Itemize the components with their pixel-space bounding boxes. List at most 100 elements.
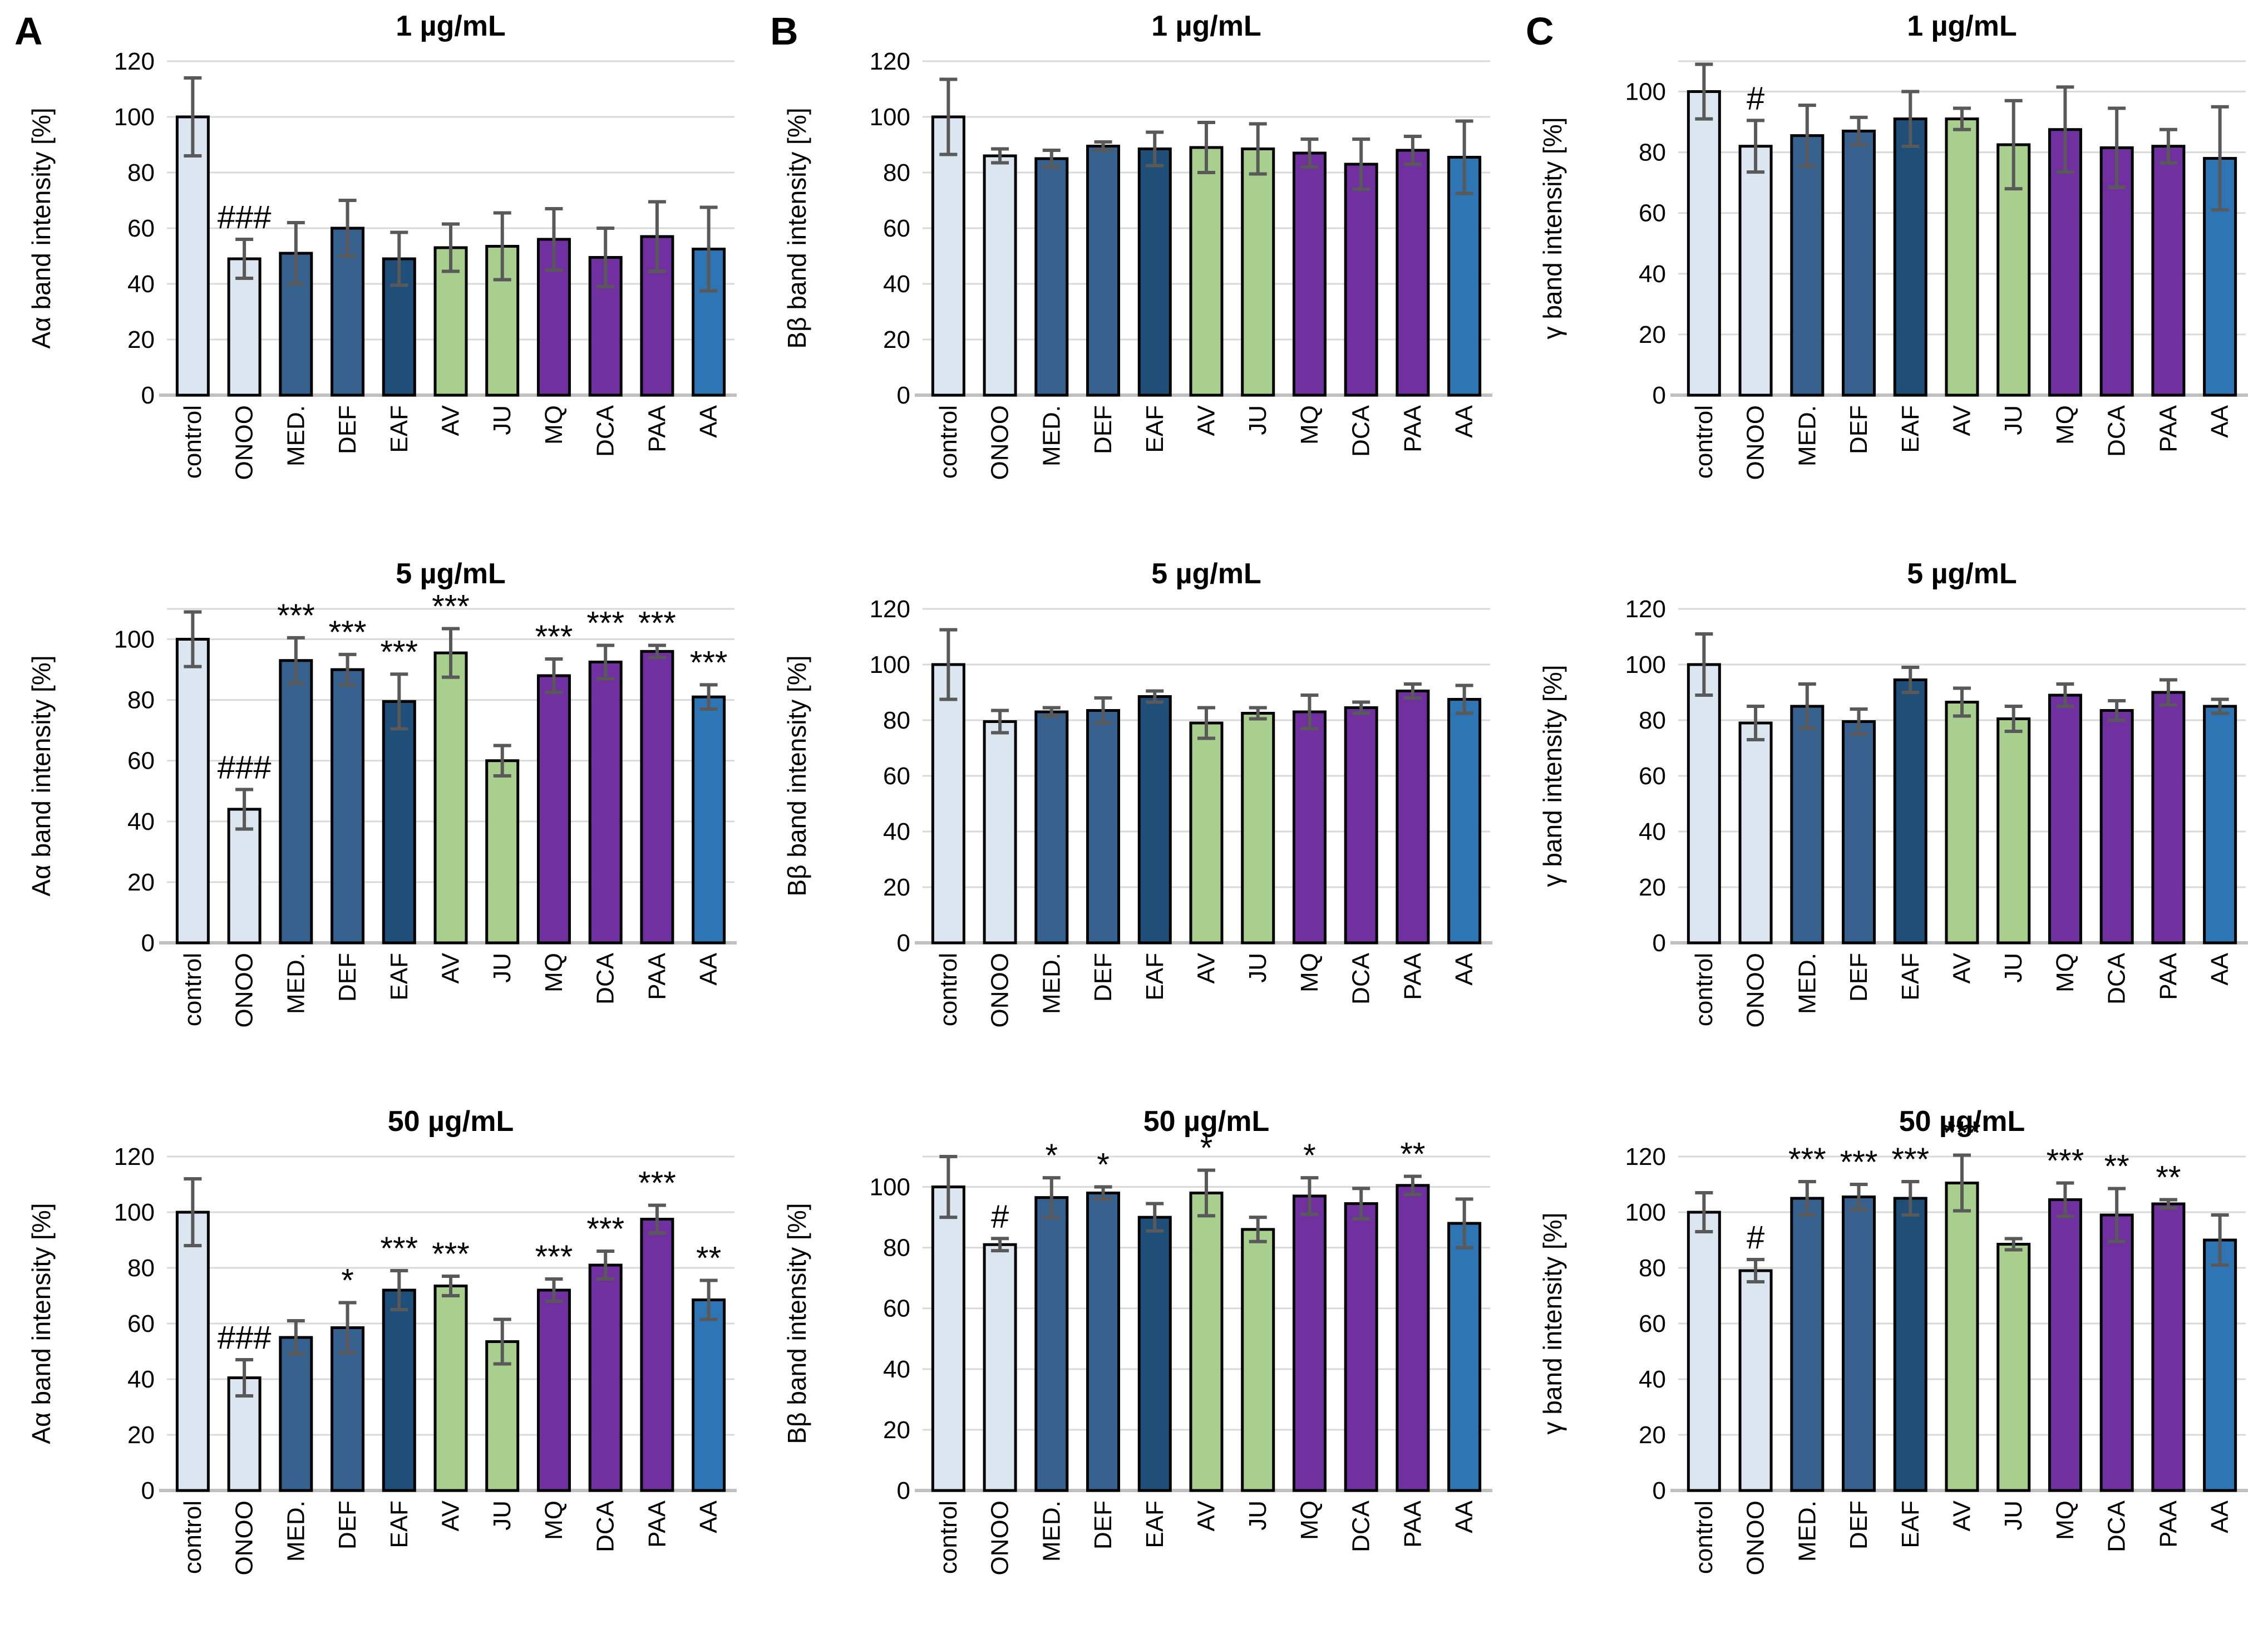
error-bar-MQ xyxy=(545,1277,563,1303)
error-bar-AV xyxy=(1197,121,1215,174)
bar-MQ xyxy=(1292,1194,1327,1492)
bar-MED. xyxy=(1790,134,1825,397)
sig-label-DEF: *** xyxy=(1840,1144,1878,1180)
sig-label-PAA: *** xyxy=(638,605,676,641)
x-tick-label-AA: AA xyxy=(2206,1500,2234,1533)
bar-JU xyxy=(1241,1228,1275,1492)
chart-title: 50 µg/mL xyxy=(1143,1105,1269,1138)
error-bar-AV xyxy=(1953,106,1971,131)
x-tick-label-EAF: EAF xyxy=(1897,405,1924,453)
error-bar-AV xyxy=(442,627,460,679)
x-tick-label-JU: JU xyxy=(489,405,516,435)
y-tick-label: 0 xyxy=(897,1477,910,1504)
error-bar-control xyxy=(184,76,202,158)
error-bar-ONOO xyxy=(1747,705,1765,741)
bar-MED. xyxy=(1790,705,1825,945)
x-tick-label-control: control xyxy=(935,405,962,479)
error-bar-MQ xyxy=(545,657,563,694)
x-tick-label-ONOO: ONOO xyxy=(1742,405,1769,480)
x-tick-label-DEF: DEF xyxy=(1845,1501,1872,1549)
error-bar-MED. xyxy=(1042,149,1061,169)
bar-ONOO xyxy=(983,1243,1017,1492)
error-bar-ONOO xyxy=(991,1237,1009,1253)
error-bar-ONOO xyxy=(235,1358,254,1398)
x-tick-label-DEF: DEF xyxy=(1089,405,1117,454)
x-tick-label-DEF: DEF xyxy=(1845,405,1872,454)
error-bar-DCA xyxy=(1352,700,1370,715)
x-tick-label-JU: JU xyxy=(1244,953,1271,983)
y-tick-label: 120 xyxy=(870,48,910,75)
x-tick-label-DCA: DCA xyxy=(592,405,619,457)
y-tick-label: 60 xyxy=(127,1310,155,1337)
bar-control xyxy=(1687,90,1721,397)
bar-DEF xyxy=(331,668,365,945)
error-bar-MQ xyxy=(1300,137,1319,169)
y-tick-label: 0 xyxy=(1653,1477,1666,1504)
bar-MED. xyxy=(279,659,313,945)
y-tick-label: 60 xyxy=(1639,763,1666,790)
error-bar-ONOO xyxy=(235,788,254,831)
error-bar-DEF xyxy=(1094,1185,1112,1201)
sig-label-MQ: *** xyxy=(535,1239,573,1275)
chart-panel-A2: ### *** *** *** *** *** *** *** *** 0 20 40 60 80 100 c… xyxy=(0,548,756,1095)
error-bar-MQ xyxy=(2056,85,2074,174)
bar-MQ xyxy=(2048,1198,2082,1492)
sig-label-ONOO: # xyxy=(1747,80,1764,116)
x-tick-label-MQ: MQ xyxy=(540,953,568,992)
y-tick-label: 20 xyxy=(1639,1421,1666,1449)
x-tick-label-ONOO: ONOO xyxy=(231,953,258,1027)
y-tick-label: 80 xyxy=(1639,139,1666,166)
error-bar-AV xyxy=(1197,1168,1215,1218)
sig-label-ONOO: # xyxy=(991,1198,1009,1234)
bar-DCA xyxy=(588,1263,623,1492)
x-tick-label-MQ: MQ xyxy=(1296,953,1323,992)
x-tick-label-DEF: DEF xyxy=(334,1501,361,1549)
error-bar-control xyxy=(184,1177,202,1247)
bar-DCA xyxy=(2099,146,2134,397)
y-tick-label: 0 xyxy=(141,1477,155,1504)
error-bar-AA xyxy=(699,205,718,293)
y-tick-label: 60 xyxy=(1639,1310,1666,1337)
bar-ONOO xyxy=(983,154,1017,397)
bar-PAA xyxy=(640,650,674,945)
bar-EAF xyxy=(1137,695,1172,945)
y-tick-label: 80 xyxy=(1639,1255,1666,1282)
x-tick-label-PAA: PAA xyxy=(1399,1500,1426,1547)
y-tick-label: 100 xyxy=(870,1174,910,1201)
bar-JU xyxy=(1241,712,1275,945)
bar-MED. xyxy=(1034,710,1069,945)
x-tick-label-JU: JU xyxy=(489,1501,516,1531)
x-tick-label-EAF: EAF xyxy=(1897,1501,1924,1548)
y-tick-label: 0 xyxy=(141,929,155,957)
bar-EAF xyxy=(1893,1197,1927,1492)
bar-EAF xyxy=(1893,678,1927,945)
error-bar-PAA xyxy=(2159,127,2177,165)
y-axis-title: γ band intensity [%] xyxy=(1538,117,1567,340)
sig-label-AA: *** xyxy=(690,645,728,681)
chart-B2: 0 20 40 60 80 100 120 control ONOO MED. DEF EAF AV JU… xyxy=(782,558,1492,1027)
x-tick-label-DCA: DCA xyxy=(1348,952,1375,1005)
bar-AV xyxy=(1189,146,1224,397)
chart-A3: ###**** *** ***********020406080100120cont… xyxy=(27,1105,737,1575)
bar-DCA xyxy=(1344,1202,1378,1492)
x-tick-label-DEF: DEF xyxy=(1845,953,1872,1002)
x-tick-label-AV: AV xyxy=(437,405,465,436)
y-tick-label: 40 xyxy=(883,270,910,298)
y-tick-label: 20 xyxy=(883,1416,910,1444)
x-tick-label-MED.: MED. xyxy=(1038,405,1065,466)
bar-DEF xyxy=(1086,709,1121,945)
y-tick-label: 20 xyxy=(883,326,910,353)
bar-DCA xyxy=(1344,706,1378,945)
chart-title: 50 µg/mL xyxy=(1899,1105,2025,1138)
y-axis-title: Aα band intensity [%] xyxy=(27,1203,56,1444)
sig-label-ONOO: ### xyxy=(218,199,272,235)
x-tick-label-AV: AV xyxy=(437,1500,465,1531)
x-tick-label-ONOO: ONOO xyxy=(987,405,1014,480)
error-bar-MQ xyxy=(2056,1181,2074,1218)
bar-AA xyxy=(2203,705,2237,945)
x-tick-label-control: control xyxy=(1690,1501,1718,1574)
error-bar-PAA xyxy=(648,643,666,660)
error-bar-AA xyxy=(2211,1213,2229,1267)
sig-label-ONOO: ### xyxy=(218,750,272,786)
y-tick-label: 40 xyxy=(1639,818,1666,845)
